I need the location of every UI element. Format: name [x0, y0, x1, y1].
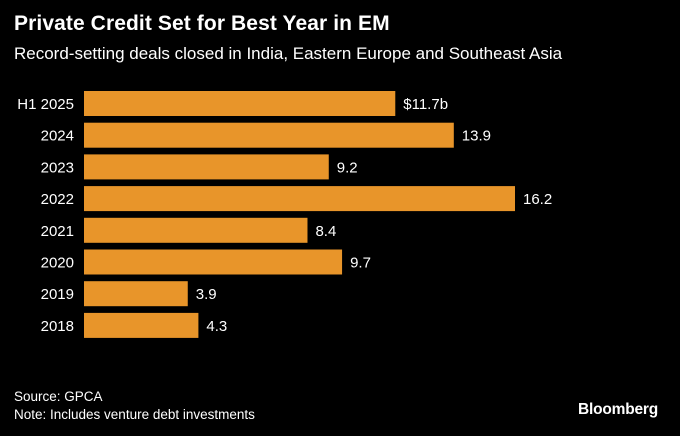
- bar: [84, 122, 454, 148]
- source-note: Source: GPCA: [14, 389, 103, 404]
- category-label: 2019: [41, 286, 74, 303]
- bar-chart: H1 2025 $11.7b 2024 13.9 2023 9.2 2022 16.2 2021…: [17, 91, 552, 338]
- bar: [84, 249, 343, 275]
- chart-title: Private Credit Set for Best Year in EM: [14, 12, 390, 35]
- category-label: 2023: [41, 159, 74, 176]
- bar: [84, 217, 308, 243]
- category-label: 2018: [41, 318, 74, 335]
- bar: [84, 186, 515, 212]
- data-label: 9.2: [337, 159, 358, 176]
- data-label: 16.2: [523, 191, 552, 208]
- data-label: 9.7: [350, 255, 371, 272]
- data-label: 13.9: [462, 128, 491, 145]
- category-label: 2022: [41, 191, 74, 208]
- bar: [84, 91, 396, 116]
- bar: [84, 154, 329, 180]
- data-label: $11.7b: [403, 96, 448, 113]
- bar: [84, 281, 188, 307]
- category-label: 2021: [41, 223, 74, 240]
- chart-subtitle: Record-setting deals closed in India, Ea…: [14, 44, 563, 63]
- footnote: Note: Includes venture debt investments: [14, 407, 255, 422]
- data-label: 4.3: [206, 318, 227, 335]
- data-label: 8.4: [315, 223, 336, 240]
- chart-footer: Source: GPCA Note: Includes venture debt…: [14, 388, 255, 424]
- bar: [84, 312, 199, 338]
- category-label: H1 2025: [17, 96, 74, 113]
- bloomberg-logo: Bloomberg: [577, 401, 658, 418]
- category-label: 2024: [41, 128, 74, 145]
- data-label: 3.9: [196, 286, 217, 303]
- category-label: 2020: [41, 255, 74, 272]
